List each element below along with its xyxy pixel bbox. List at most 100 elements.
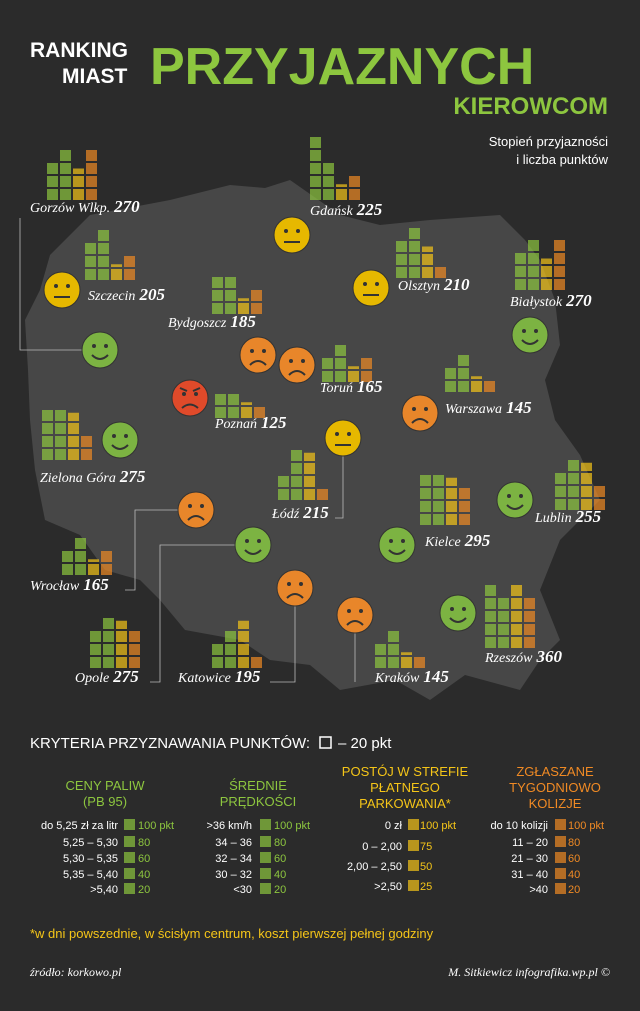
criteria-row-label: >2,50 bbox=[374, 881, 402, 893]
criteria-row-points: 40 bbox=[568, 869, 580, 881]
score-column bbox=[594, 486, 605, 510]
connector bbox=[19, 218, 82, 351]
title-main: PRZYJAZNYCH bbox=[150, 38, 534, 96]
criteria-row-label: <30 bbox=[233, 884, 252, 896]
criteria-square bbox=[555, 852, 566, 863]
score-column bbox=[471, 376, 482, 392]
face-eye bbox=[200, 504, 204, 508]
criteria-row-points: 50 bbox=[420, 861, 432, 873]
score-column bbox=[291, 450, 302, 500]
city-score: 195 bbox=[235, 667, 261, 686]
criteria-row-points: 20 bbox=[568, 884, 580, 896]
score-column bbox=[278, 476, 289, 500]
face bbox=[234, 526, 272, 564]
connector bbox=[125, 509, 178, 591]
score-column bbox=[422, 246, 433, 278]
criteria-heading: PRĘDKOŚCI bbox=[220, 794, 297, 809]
score-column bbox=[116, 620, 127, 668]
city-label: Lublin 255 bbox=[534, 507, 602, 526]
criteria-row-label: 5,25 – 5,30 bbox=[63, 837, 118, 849]
city-label: Białystok 270 bbox=[510, 291, 592, 310]
score-column bbox=[555, 473, 566, 510]
criteria-row-points: 20 bbox=[138, 884, 150, 896]
city-name: Katowice bbox=[177, 671, 231, 686]
face-eye bbox=[289, 359, 293, 363]
score-column bbox=[349, 176, 360, 200]
city-name: Toruń bbox=[320, 381, 353, 396]
city-label: Toruń 165 bbox=[320, 377, 383, 396]
face-eye bbox=[299, 582, 303, 586]
face-eye bbox=[412, 407, 416, 411]
criteria-square bbox=[555, 883, 566, 894]
score-column bbox=[212, 644, 223, 668]
face-mouth bbox=[411, 418, 429, 424]
score-column bbox=[62, 551, 73, 575]
score-column bbox=[323, 163, 334, 200]
face bbox=[81, 331, 119, 369]
face bbox=[496, 481, 534, 519]
score-column bbox=[42, 410, 53, 460]
face-eye bbox=[194, 392, 198, 396]
connector bbox=[270, 606, 296, 683]
face-circle bbox=[336, 596, 374, 634]
subtitle: i liczba punktów bbox=[516, 152, 608, 167]
score-column bbox=[396, 241, 407, 278]
score-column bbox=[81, 436, 92, 460]
criteria-heading: (PB 95) bbox=[83, 794, 127, 809]
city-label: Katowice 195 bbox=[177, 667, 261, 686]
city-score: 275 bbox=[119, 467, 146, 486]
face-eye bbox=[375, 282, 379, 286]
face-circle bbox=[81, 331, 119, 369]
face-circle bbox=[234, 526, 272, 564]
criteria-heading: PŁATNEGO bbox=[370, 780, 440, 795]
score-column bbox=[581, 462, 592, 510]
score-column bbox=[409, 228, 420, 278]
city-name: Kielce bbox=[424, 535, 461, 550]
face-eye bbox=[301, 359, 305, 363]
face-circle bbox=[43, 271, 81, 309]
city-label: Zielona Góra 275 bbox=[40, 467, 146, 486]
title-small: MIAST bbox=[62, 65, 128, 88]
criteria-row-points: 40 bbox=[138, 869, 150, 881]
face-eye bbox=[124, 434, 128, 438]
city-score: 145 bbox=[423, 667, 449, 686]
score-column bbox=[60, 150, 71, 200]
criteria: CENY PALIW(PB 95) do 5,25 zł za litr 100 p… bbox=[41, 764, 604, 896]
criteria-row-points: 60 bbox=[568, 853, 580, 865]
score-column bbox=[420, 475, 431, 525]
criteria-square bbox=[555, 868, 566, 879]
city-name: Rzeszów bbox=[484, 651, 533, 666]
score-column bbox=[86, 150, 97, 200]
city-name: Wrocław bbox=[30, 579, 80, 594]
score-column bbox=[124, 256, 135, 280]
score-column bbox=[322, 358, 333, 382]
score-column bbox=[498, 598, 509, 648]
criteria-heading: TYGODNIOWO bbox=[509, 780, 601, 795]
face-mouth bbox=[346, 620, 364, 626]
face-eye bbox=[519, 494, 523, 498]
score-column bbox=[103, 618, 114, 668]
score-column bbox=[375, 644, 386, 668]
face-eye bbox=[54, 284, 58, 288]
connector bbox=[150, 544, 235, 683]
city-score: 360 bbox=[535, 647, 562, 666]
face-eye bbox=[534, 329, 538, 333]
score-column bbox=[361, 358, 372, 382]
score-column bbox=[446, 477, 457, 525]
criteria-row-points: 75 bbox=[420, 841, 432, 853]
face bbox=[511, 316, 549, 354]
face-eye bbox=[188, 504, 192, 508]
face-eye bbox=[66, 284, 70, 288]
face-circle bbox=[496, 481, 534, 519]
city-name: Bydgoszcz bbox=[168, 316, 227, 331]
face bbox=[401, 394, 439, 432]
score-column bbox=[388, 631, 399, 668]
score-column bbox=[335, 345, 346, 382]
city-label: Wrocław 165 bbox=[30, 575, 109, 594]
score-column bbox=[414, 657, 425, 668]
city-score: 205 bbox=[138, 285, 165, 304]
score-column bbox=[401, 652, 412, 668]
